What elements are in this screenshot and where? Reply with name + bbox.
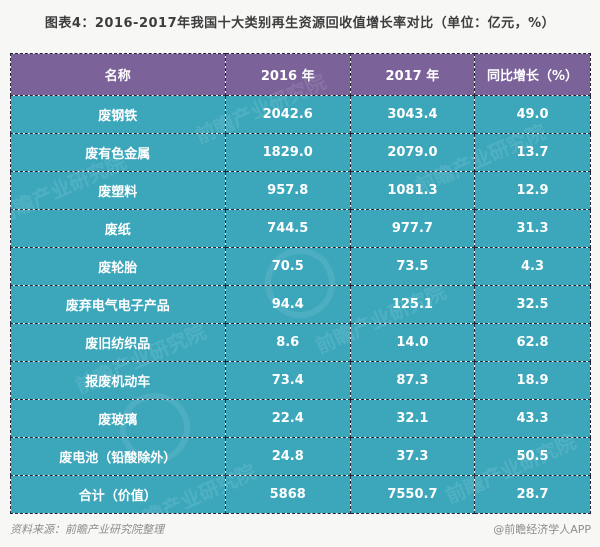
value-2016: 5868	[224, 475, 351, 514]
value-2017: 2079.0	[349, 133, 475, 172]
table-row: 废纸 744.5 977.7 31.3	[10, 209, 592, 248]
row-name: 报废机动车	[10, 361, 226, 400]
value-2017: 14.0	[349, 323, 475, 362]
row-name: 废电池（铅酸除外）	[10, 437, 226, 476]
table-row: 报废机动车 73.4 87.3 18.9	[10, 361, 592, 400]
table-row: 废钢铁 2042.6 3043.4 49.0	[10, 95, 592, 134]
value-2016: 22.4	[224, 399, 351, 438]
data-table-wrap: 名称 2016 年 2017 年 同比增长（%） 废钢铁 2042.6 3043…	[10, 53, 592, 514]
value-growth: 62.8	[473, 323, 592, 362]
col-header-name: 名称	[10, 53, 226, 96]
value-2017: 87.3	[349, 361, 475, 400]
table-row: 废弃电气电子产品 94.4 125.1 32.5	[10, 285, 592, 324]
value-2017: 32.1	[349, 399, 475, 438]
value-2016: 8.6	[224, 323, 351, 362]
table-row: 废玻璃 22.4 32.1 43.3	[10, 399, 592, 438]
row-name: 废塑料	[10, 171, 226, 210]
value-2016: 70.5	[224, 247, 351, 286]
value-growth: 28.7	[473, 475, 592, 514]
value-2016: 24.8	[224, 437, 351, 476]
value-2017: 977.7	[349, 209, 475, 248]
row-name: 废轮胎	[10, 247, 226, 286]
value-2016: 94.4	[224, 285, 351, 324]
figure-title: 图表4：2016-2017年我国十大类别再生资源回收值增长率对比（单位：亿元，%…	[44, 16, 556, 31]
value-2016: 2042.6	[224, 95, 351, 134]
col-header-2017: 2017 年	[349, 53, 475, 96]
value-2017: 7550.7	[349, 475, 475, 514]
value-growth: 31.3	[473, 209, 592, 248]
row-name: 废有色金属	[10, 133, 226, 172]
row-name: 废纸	[10, 209, 226, 248]
row-name: 废玻璃	[10, 399, 226, 438]
credit-note: @前瞻经济学人APP	[493, 523, 591, 536]
value-growth: 50.5	[473, 437, 592, 476]
row-name: 废弃电气电子产品	[10, 285, 226, 324]
data-table: 名称 2016 年 2017 年 同比增长（%） 废钢铁 2042.6 3043…	[10, 53, 592, 514]
col-header-2016: 2016 年	[224, 53, 351, 96]
source-note: 资料来源：前瞻产业研究院整理	[10, 523, 164, 536]
value-growth: 4.3	[473, 247, 592, 286]
value-2016: 744.5	[224, 209, 351, 248]
table-row: 废电池（铅酸除外） 24.8 37.3 50.5	[10, 437, 592, 476]
value-2016: 73.4	[224, 361, 351, 400]
table-row total-row: 合计（价值） 5868 7550.7 28.7	[10, 475, 592, 514]
table-row: 废塑料 957.8 1081.3 12.9	[10, 171, 592, 210]
value-2017: 1081.3	[349, 171, 475, 210]
value-growth: 13.7	[473, 133, 592, 172]
figure-footer: 资料来源：前瞻产业研究院整理 @前瞻经济学人APP	[10, 521, 591, 537]
value-2016: 957.8	[224, 171, 351, 210]
value-growth: 32.5	[473, 285, 592, 324]
header-row: 名称 2016 年 2017 年 同比增长（%）	[10, 53, 592, 96]
value-2017: 125.1	[349, 285, 475, 324]
value-2017: 3043.4	[349, 95, 475, 134]
value-2016: 1829.0	[224, 133, 351, 172]
value-2017: 73.5	[349, 247, 475, 286]
value-growth: 18.9	[473, 361, 592, 400]
row-name: 废钢铁	[10, 95, 226, 134]
row-name: 废旧纺织品	[10, 323, 226, 362]
table-row: 废轮胎 70.5 73.5 4.3	[10, 247, 592, 286]
col-header-growth: 同比增长（%）	[473, 53, 592, 96]
value-growth: 12.9	[473, 171, 592, 210]
table-row: 废旧纺织品 8.6 14.0 62.8	[10, 323, 592, 362]
table-row: 废有色金属 1829.0 2079.0 13.7	[10, 133, 592, 172]
value-2017: 37.3	[349, 437, 475, 476]
value-growth: 43.3	[473, 399, 592, 438]
value-growth: 49.0	[473, 95, 592, 134]
row-name: 合计（价值）	[10, 475, 226, 514]
